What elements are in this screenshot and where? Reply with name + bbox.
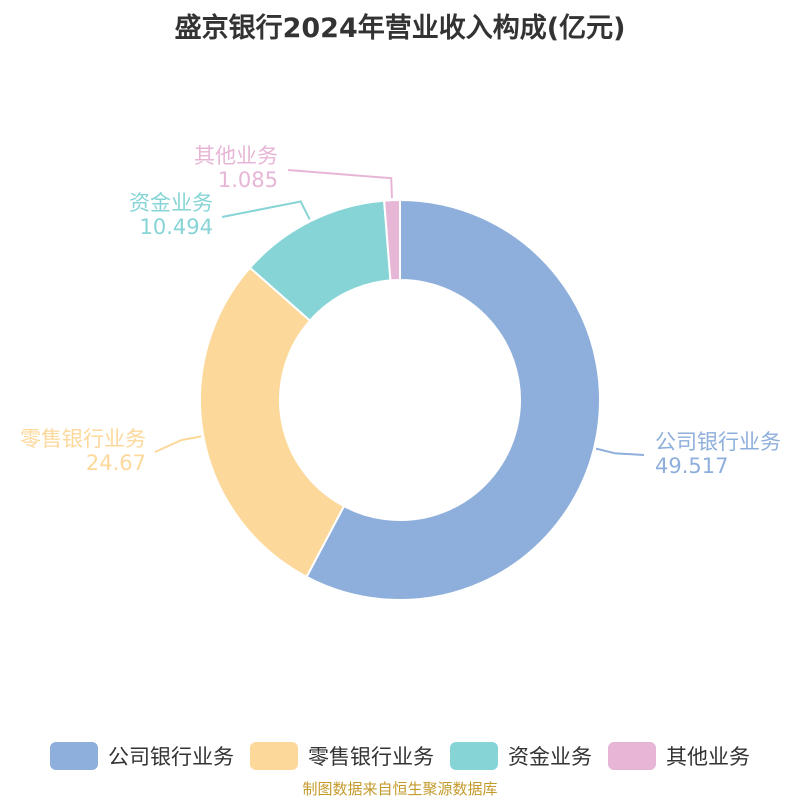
leader-line-4 (287, 169, 393, 199)
legend-swatch-2 (250, 742, 298, 770)
legend-label-1: 公司银行业务 (108, 745, 234, 769)
slice-label-name-3: 资金业务 (129, 191, 213, 215)
slice-label-name-4: 其他业务 (194, 144, 278, 168)
donut-slice-4[interactable] (383, 198, 401, 282)
slice-label-value-3: 10.494 (140, 215, 213, 239)
source-note: 制图数据来自恒生聚源数据库 (302, 780, 498, 798)
leader-line-3 (221, 200, 311, 220)
slice-label-value-1: 49.517 (655, 454, 728, 478)
slice-label-value-2: 24.67 (86, 451, 146, 475)
slice-label-name-1: 公司银行业务 (655, 430, 781, 454)
legend-label-3: 资金业务 (508, 745, 592, 769)
leader-line-1 (595, 447, 645, 456)
leader-line-2 (154, 435, 202, 453)
legend-item-1[interactable]: 公司银行业务 (50, 741, 234, 771)
legend-label-2: 零售银行业务 (308, 745, 434, 769)
legend-swatch-1 (50, 742, 98, 770)
legend-item-2[interactable]: 零售银行业务 (250, 741, 434, 771)
legend: 公司银行业务 零售银行业务 资金业务 其他业务 (0, 736, 800, 776)
legend-swatch-4 (608, 742, 656, 770)
legend-item-3[interactable]: 资金业务 (450, 741, 592, 771)
slice-label-value-4: 1.085 (218, 168, 278, 192)
legend-item-4[interactable]: 其他业务 (608, 741, 750, 771)
chart-title: 盛京银行2024年营业收入构成(亿元) (174, 13, 626, 44)
legend-label-4: 其他业务 (666, 745, 750, 769)
donut-slice-2[interactable] (199, 266, 346, 579)
legend-swatch-3 (450, 742, 498, 770)
slice-label-name-2: 零售银行业务 (20, 427, 146, 451)
donut-slice-1[interactable] (305, 198, 601, 601)
